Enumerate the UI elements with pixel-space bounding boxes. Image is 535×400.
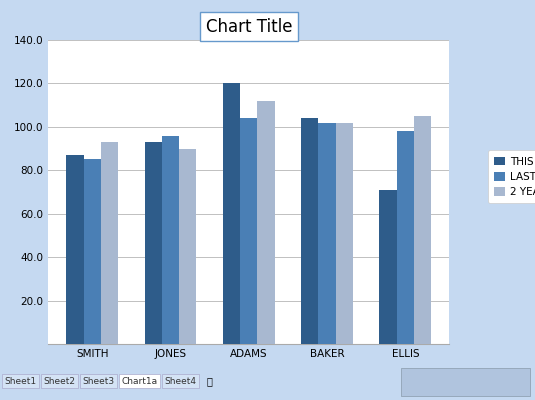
Bar [257,101,274,344]
Text: Sheet1: Sheet1 [4,377,36,386]
Bar [83,160,101,344]
Bar [379,190,397,344]
Bar [397,131,414,344]
Bar [335,122,353,344]
Bar [401,368,530,396]
Bar [179,148,196,344]
Bar [66,155,83,344]
Text: Chart1a: Chart1a [121,377,158,386]
Bar [223,84,240,344]
Text: Sheet3: Sheet3 [82,377,114,386]
Text: Sheet4: Sheet4 [165,377,197,386]
Bar [414,116,431,344]
Text: 🐟: 🐟 [207,376,212,386]
Bar [301,118,318,344]
Text: Sheet2: Sheet2 [43,377,75,386]
Bar [318,122,335,344]
Bar [240,118,257,344]
Bar [101,142,118,344]
Bar [162,136,179,344]
Bar [144,142,162,344]
Legend: THIS YEAR, LAST YEAR, 2 YEARS: THIS YEAR, LAST YEAR, 2 YEARS [488,150,535,203]
Title: Chart Title: Chart Title [205,18,292,36]
